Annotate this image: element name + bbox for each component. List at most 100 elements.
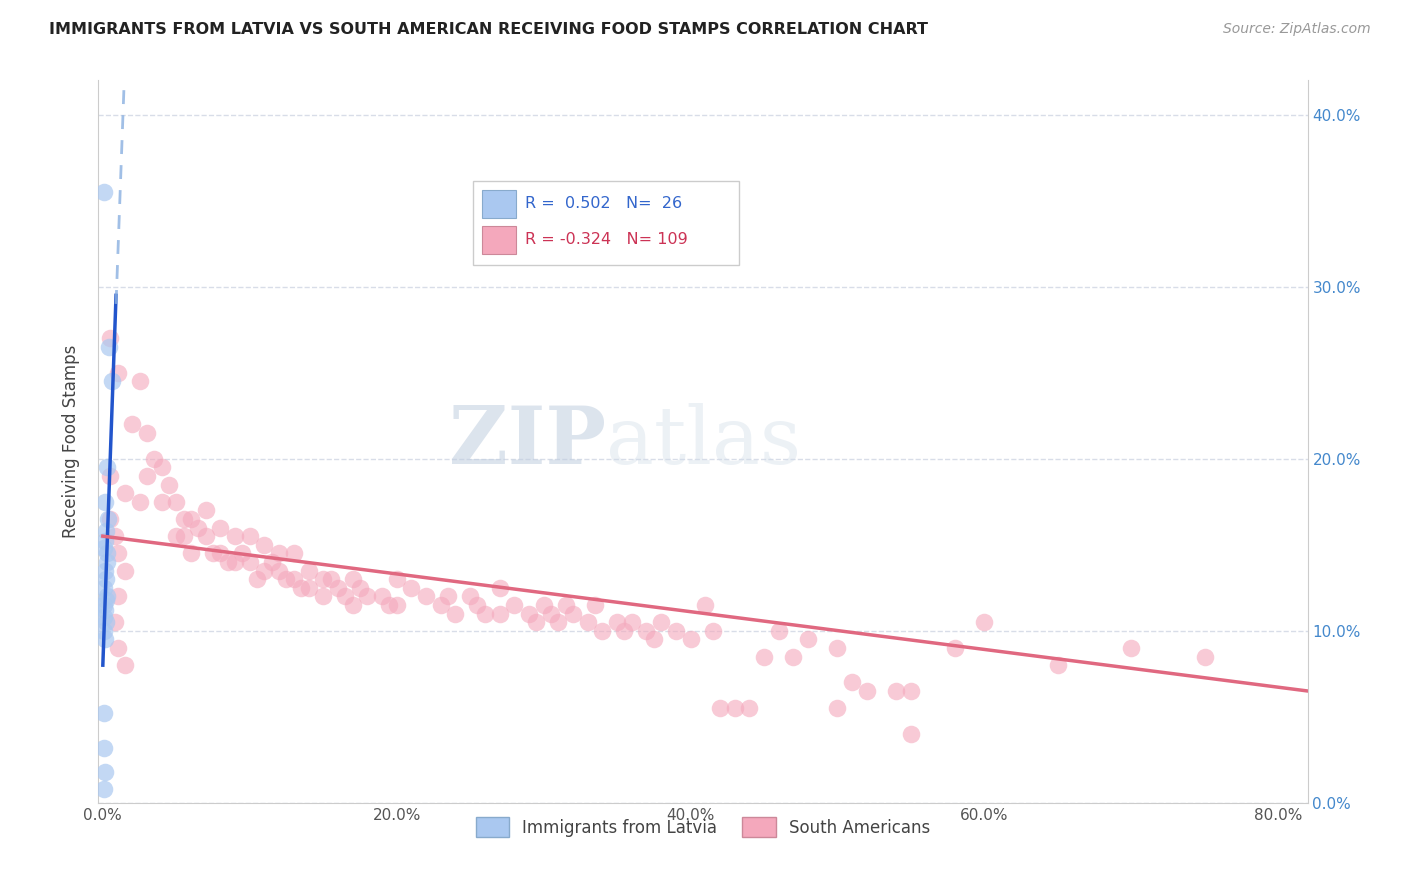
Point: [900, 727, 922, 741]
Point: [135, 469, 157, 483]
Point: [401, 581, 423, 595]
Point: [93, 541, 115, 556]
Point: [107, 640, 129, 655]
Point: [900, 684, 922, 698]
Point: [636, 624, 658, 638]
Point: [135, 425, 157, 440]
Point: [253, 564, 276, 578]
Point: [187, 520, 209, 534]
Point: [269, 564, 291, 578]
Text: Source: ZipAtlas.com: Source: ZipAtlas.com: [1223, 22, 1371, 37]
Point: [107, 366, 129, 380]
Point: [209, 520, 232, 534]
Legend: Immigrants from Latvia, South Americans: Immigrants from Latvia, South Americans: [467, 809, 939, 845]
Point: [1194, 649, 1216, 664]
Point: [973, 615, 995, 630]
Point: [93, 610, 115, 624]
Point: [276, 572, 298, 586]
Text: ZIP: ZIP: [450, 402, 606, 481]
Point: [96, 546, 118, 560]
Point: [194, 529, 217, 543]
Point: [93, 185, 115, 199]
Point: [103, 615, 125, 630]
Point: [93, 598, 115, 612]
Point: [180, 512, 202, 526]
Point: [620, 615, 643, 630]
Point: [290, 581, 312, 595]
Bar: [482, 227, 516, 253]
Point: [695, 598, 717, 612]
Point: [643, 632, 665, 647]
Point: [547, 615, 569, 630]
Point: [283, 546, 305, 560]
Point: [94, 615, 117, 630]
Point: [224, 555, 246, 569]
Y-axis label: Receiving Food Stamps: Receiving Food Stamps: [62, 345, 80, 538]
Point: [143, 451, 166, 466]
Point: [231, 546, 253, 560]
Point: [96, 555, 118, 569]
Point: [121, 417, 143, 432]
Point: [283, 572, 305, 586]
Point: [1046, 658, 1069, 673]
Point: [260, 555, 283, 569]
Point: [356, 590, 378, 604]
Point: [371, 590, 394, 604]
Point: [239, 529, 262, 543]
Point: [165, 494, 187, 508]
Point: [98, 331, 121, 345]
Point: [797, 632, 820, 647]
Point: [94, 534, 117, 549]
Point: [709, 701, 731, 715]
Point: [782, 649, 804, 664]
Point: [94, 592, 117, 607]
Point: [94, 494, 117, 508]
Point: [150, 460, 173, 475]
Point: [93, 740, 115, 755]
Point: [93, 624, 115, 638]
Point: [202, 546, 225, 560]
Point: [94, 603, 117, 617]
Point: [503, 598, 526, 612]
Point: [107, 590, 129, 604]
Point: [93, 564, 115, 578]
Point: [524, 615, 547, 630]
Point: [488, 581, 510, 595]
Point: [827, 701, 849, 715]
Point: [943, 640, 966, 655]
Point: [613, 624, 636, 638]
Text: IMMIGRANTS FROM LATVIA VS SOUTH AMERICAN RECEIVING FOOD STAMPS CORRELATION CHART: IMMIGRANTS FROM LATVIA VS SOUTH AMERICAN…: [49, 22, 928, 37]
Point: [1121, 640, 1143, 655]
Point: [474, 607, 496, 621]
Text: atlas: atlas: [606, 402, 801, 481]
Bar: [474, 181, 740, 265]
Point: [576, 615, 599, 630]
Point: [150, 494, 173, 508]
Point: [606, 615, 628, 630]
Point: [444, 607, 467, 621]
Point: [173, 512, 195, 526]
Point: [269, 546, 291, 560]
Point: [583, 598, 606, 612]
Point: [297, 581, 319, 595]
Point: [342, 572, 364, 586]
Point: [591, 624, 613, 638]
Point: [665, 624, 688, 638]
Point: [98, 512, 121, 526]
Point: [94, 572, 117, 586]
Point: [723, 701, 745, 715]
Point: [415, 590, 437, 604]
Point: [827, 640, 849, 655]
Text: R =  0.502   N=  26: R = 0.502 N= 26: [526, 196, 682, 211]
Point: [96, 590, 118, 604]
Point: [884, 684, 907, 698]
Point: [429, 598, 451, 612]
Point: [217, 555, 239, 569]
Point: [97, 512, 120, 526]
Point: [517, 607, 540, 621]
Point: [114, 658, 136, 673]
Point: [194, 503, 217, 517]
Point: [253, 538, 276, 552]
Point: [128, 494, 150, 508]
Point: [378, 598, 401, 612]
